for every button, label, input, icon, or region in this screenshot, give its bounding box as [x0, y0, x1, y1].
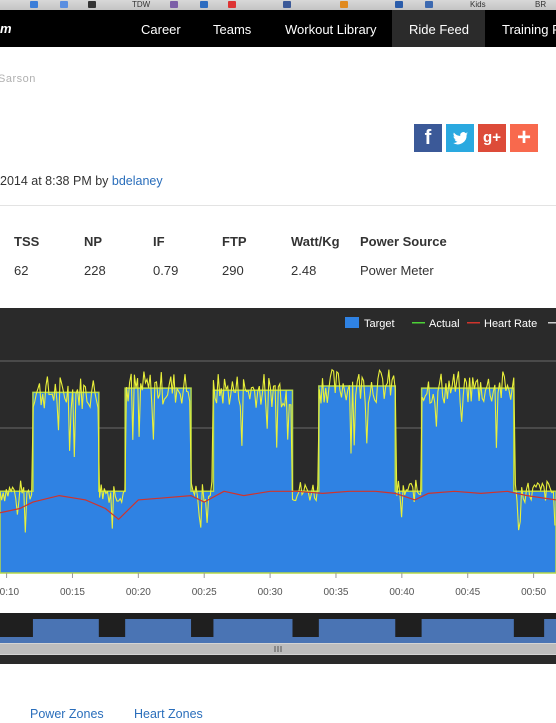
google-plus-icon: g+ — [483, 129, 501, 146]
divider — [0, 205, 556, 206]
twitter-share-button[interactable] — [446, 124, 474, 152]
navigator-baseline — [0, 637, 556, 643]
site-brand[interactable]: m — [0, 21, 12, 36]
tab-heart-zones[interactable]: Heart Zones — [134, 707, 203, 721]
x-tick-label: 00:45 — [455, 587, 480, 598]
legend-swatch-more — [548, 322, 556, 324]
bookmark-icon[interactable] — [425, 1, 433, 8]
x-axis-band — [0, 573, 556, 613]
stat-header-if: IF — [153, 234, 165, 249]
bookmark-icon[interactable] — [60, 1, 68, 8]
tab-power-zones[interactable]: Power Zones — [30, 707, 104, 721]
legend-label-target: Target — [364, 318, 395, 330]
heart-rate-line — [0, 490, 556, 521]
bookmark-br[interactable]: BR — [535, 0, 547, 9]
nav-workout-library[interactable]: Workout Library — [285, 22, 377, 37]
nav-training[interactable]: Training P — [502, 22, 556, 37]
bookmark-icon[interactable] — [170, 1, 178, 8]
x-tick-label: 00:30 — [258, 587, 283, 598]
stat-value-tss: 62 — [14, 263, 29, 278]
nav-ride-feed[interactable]: Ride Feed — [392, 10, 485, 47]
legend-label-actual: Actual — [429, 318, 460, 330]
x-tick-label: 00:15 — [60, 587, 85, 598]
bookmark-tdw[interactable]: TDW — [132, 0, 151, 9]
google-plus-share-button[interactable]: g+ — [478, 124, 506, 152]
chart-bottom-edge — [0, 655, 556, 664]
actual-power-line — [0, 368, 556, 533]
x-tick-label: 00:40 — [389, 587, 414, 598]
addthis-plus-icon: + — [516, 124, 531, 151]
legend-swatch-actual — [412, 322, 425, 324]
x-tick-label: 00:35 — [323, 587, 348, 598]
bookmark-icon[interactable] — [88, 1, 96, 8]
twitter-icon — [453, 132, 468, 145]
facebook-share-button[interactable]: f — [414, 124, 442, 152]
bookmark-icon[interactable] — [395, 1, 403, 8]
stat-header-ftp: FTP — [222, 234, 247, 249]
workout-chart-svg[interactable]: Target Actual Heart Rate 00:10 00:15 00:20 00:… — [0, 308, 556, 664]
x-tick-label: 00:25 — [192, 587, 217, 598]
bookmark-icon[interactable] — [340, 1, 348, 8]
bookmark-icon[interactable] — [283, 1, 291, 8]
addthis-share-button[interactable]: + — [510, 124, 538, 152]
post-date: 2014 at 8:38 PM by — [0, 174, 112, 188]
bookmark-kids[interactable]: Kids — [470, 0, 486, 9]
stat-value-power-source: Power Meter — [360, 263, 434, 278]
x-tick-label: 00:10 — [0, 587, 20, 598]
stat-header-np: NP — [84, 234, 103, 249]
stat-header-power-source: Power Source — [360, 234, 447, 249]
workout-chart[interactable]: Target Actual Heart Rate 00:10 00:15 00:20 00:… — [0, 308, 556, 664]
legend-swatch-heart-rate — [467, 322, 480, 324]
bookmark-icon[interactable] — [200, 1, 208, 8]
ride-athlete-name: Sarson — [0, 73, 36, 85]
author-link[interactable]: bdelaney — [111, 174, 163, 188]
legend-label-heart-rate: Heart Rate — [484, 318, 537, 330]
x-tick-label: 00:20 — [126, 587, 151, 598]
legend-swatch-target — [345, 317, 359, 328]
stat-value-ftp: 290 — [222, 263, 244, 278]
stat-value-if: 0.79 — [153, 263, 179, 278]
stat-value-np: 228 — [84, 263, 106, 278]
stat-header-watt-kg: Watt/Kg — [291, 234, 340, 249]
stat-value-watt-kg: 2.48 — [291, 263, 317, 278]
bookmark-icon[interactable] — [228, 1, 236, 8]
navigator-bar — [544, 619, 556, 643]
nav-teams[interactable]: Teams — [213, 22, 252, 37]
stat-header-tss: TSS — [14, 234, 40, 249]
x-tick-label: 00:50 — [521, 587, 546, 598]
post-meta: 2014 at 8:38 PM by bdelaney — [0, 174, 163, 188]
bookmarks-bar: TDW Kids BR — [0, 0, 556, 10]
facebook-icon: f — [424, 127, 432, 149]
nav-career[interactable]: Career — [141, 22, 181, 37]
top-navbar: m Career Teams Workout Library Ride Feed… — [0, 10, 556, 47]
bookmark-icon[interactable] — [30, 1, 38, 8]
